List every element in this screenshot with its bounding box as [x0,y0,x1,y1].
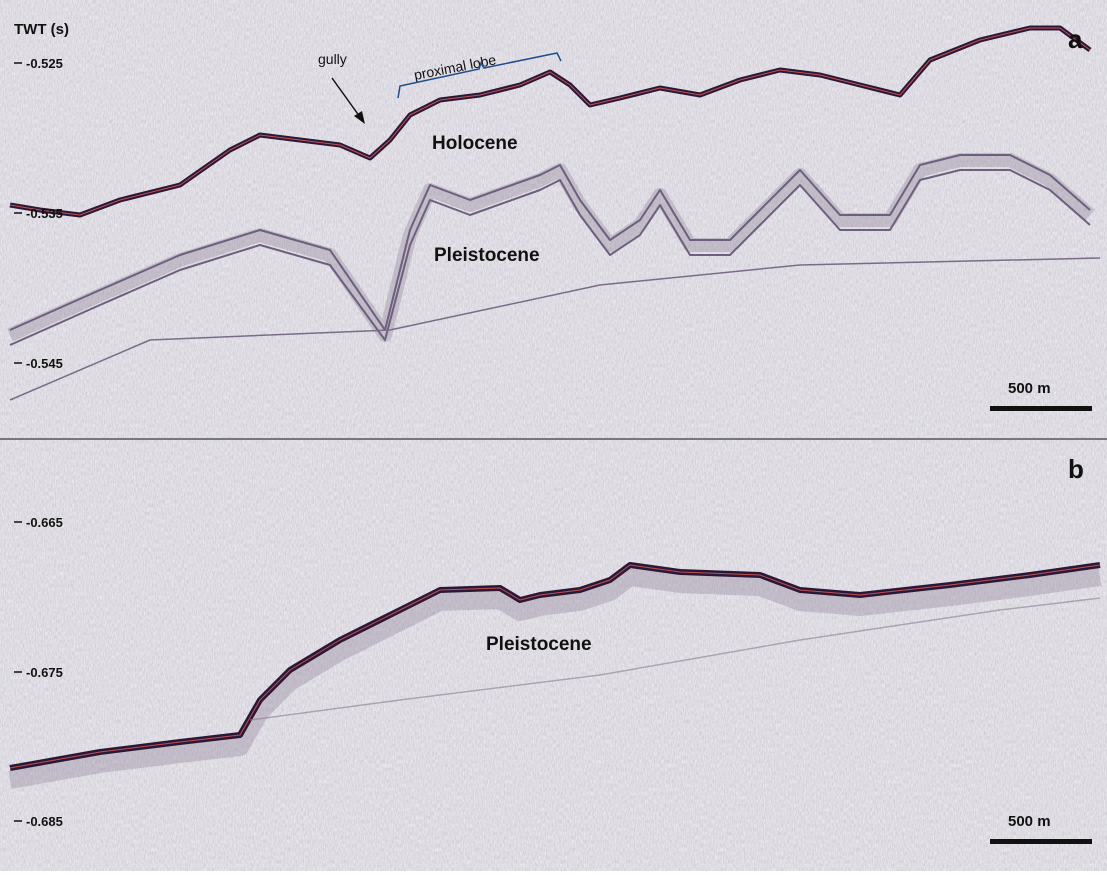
annotation: gully [318,51,347,67]
unit-label: Pleistocene [486,634,592,655]
panel-a: TWT (s) -0.525 -0.535 -0.545 a gully pro… [0,0,1107,438]
tick-label: -0.675 [26,665,63,680]
panel-b: -0.665 -0.675 -0.685 b Pleistocene 500 m [0,440,1107,871]
scale-bar [990,839,1092,844]
unit-label: Holocene [432,133,518,154]
scale-label: 500 m [1008,813,1051,830]
panel-label: a [1068,24,1083,54]
tick-label: -0.665 [26,515,63,530]
axis-title: TWT (s) [14,21,69,38]
panel-label: b [1068,454,1084,484]
tick-label: -0.525 [26,56,63,71]
tick-label: -0.535 [26,206,63,221]
scale-label: 500 m [1008,380,1051,397]
tick-label: -0.685 [26,814,63,829]
noise [0,440,1107,871]
tick-label: -0.545 [26,356,63,371]
unit-label: Pleistocene [434,245,540,266]
noise [0,0,1107,438]
scale-bar [990,406,1092,411]
figure: TWT (s) -0.525 -0.535 -0.545 a gully pro… [0,0,1107,871]
